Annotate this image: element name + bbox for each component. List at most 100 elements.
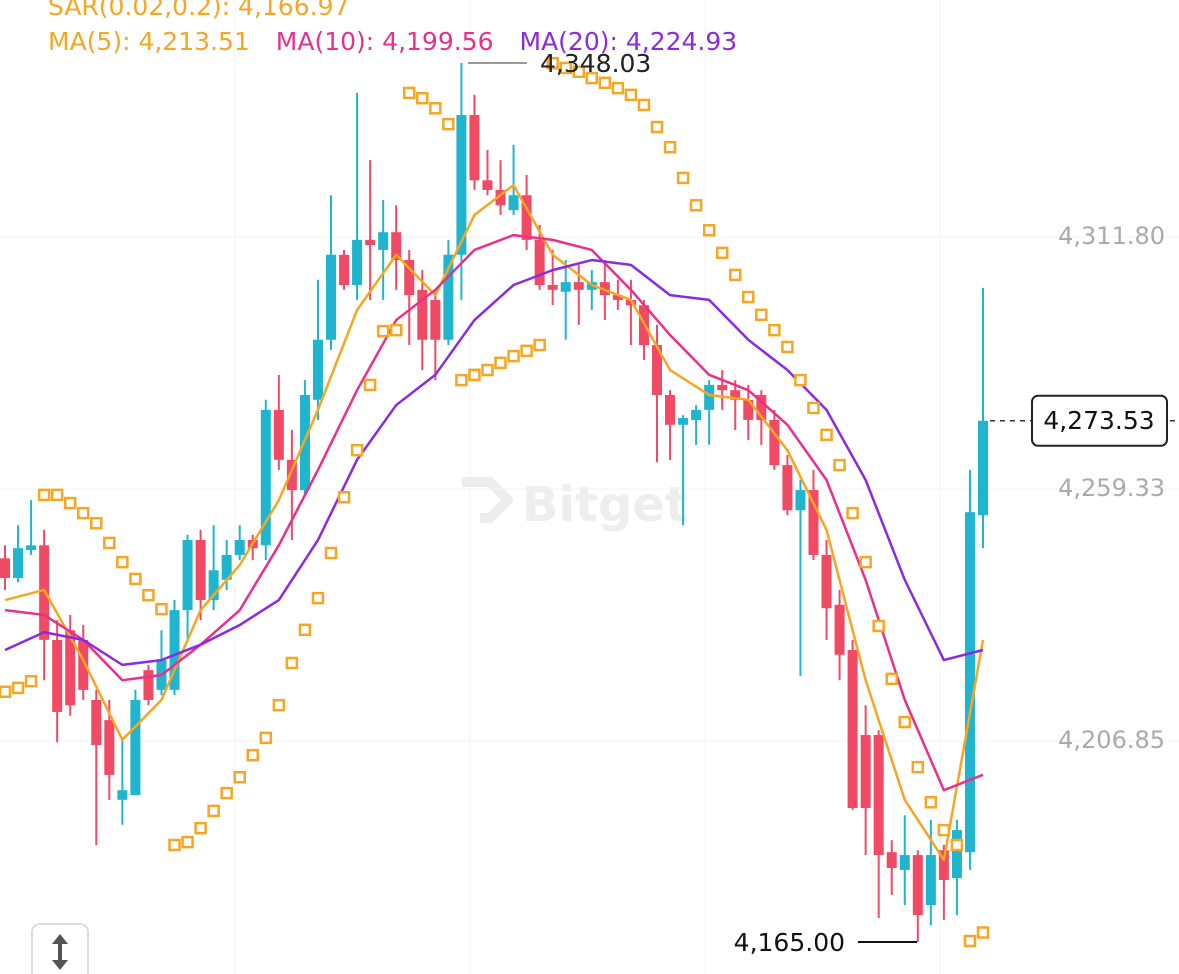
candle-body xyxy=(13,548,24,578)
candle-body xyxy=(834,604,845,655)
sar-point xyxy=(559,61,572,75)
ma-line xyxy=(4,233,984,792)
sar-point xyxy=(389,323,403,337)
candle-body xyxy=(678,418,689,425)
sar-point xyxy=(963,934,977,948)
candle-body xyxy=(169,610,180,690)
candle-body xyxy=(938,850,949,881)
candle-body xyxy=(508,195,519,211)
sar-point xyxy=(898,715,912,729)
sar-point xyxy=(468,368,481,382)
candle-body xyxy=(52,639,63,712)
candle-body xyxy=(495,189,506,206)
sar-point xyxy=(63,496,77,510)
sar-point xyxy=(181,835,194,849)
sar-point xyxy=(702,224,716,237)
ma-line xyxy=(4,258,984,667)
candle-body xyxy=(964,512,975,853)
candle-body xyxy=(417,289,428,340)
candle-body xyxy=(704,384,715,410)
sar-point xyxy=(807,401,820,415)
candle-body xyxy=(691,409,702,420)
sar-point xyxy=(350,443,364,457)
sar-point xyxy=(429,102,442,115)
candle-body xyxy=(599,282,610,296)
sar-point xyxy=(768,323,781,337)
sar-point xyxy=(50,488,64,502)
candle-body xyxy=(352,239,363,286)
sar-point xyxy=(363,378,377,392)
candle-body xyxy=(534,239,545,286)
candle-body xyxy=(860,734,871,808)
sar-point xyxy=(885,672,898,686)
last-price-label: 4,273.53 xyxy=(1043,406,1154,435)
candle-body xyxy=(456,115,467,255)
sar-point xyxy=(728,268,742,282)
candle-body xyxy=(234,540,245,555)
sar-point xyxy=(376,324,390,338)
candle-body xyxy=(26,545,37,551)
candle-body xyxy=(130,699,141,796)
candle-body xyxy=(326,254,336,340)
sar-point xyxy=(402,86,416,100)
sar-point xyxy=(142,588,155,602)
y-tick-label: 4,206.85 xyxy=(1058,726,1165,754)
sar-point xyxy=(285,656,299,670)
sar-point xyxy=(116,555,129,569)
sar-point xyxy=(298,623,312,637)
candle-body xyxy=(873,734,884,856)
y-tick-label: 4,311.80 xyxy=(1058,222,1165,250)
sar-point xyxy=(37,488,51,502)
candle-body xyxy=(91,699,102,746)
candle-body xyxy=(143,670,154,700)
sar-point xyxy=(455,373,468,387)
candle-body xyxy=(182,540,193,611)
ma-line xyxy=(4,183,985,862)
candle-body xyxy=(951,830,962,879)
sar-point xyxy=(481,363,494,377)
indicator-header: SAR(0.02,0.2): 4,166.97 xyxy=(48,0,349,21)
candle-body xyxy=(391,232,402,261)
candle-body xyxy=(469,115,480,181)
legend-entry: MA(10): 4,199.56 xyxy=(276,27,494,56)
candle-body xyxy=(65,630,76,706)
candle-body xyxy=(652,345,662,395)
candle-body xyxy=(847,649,858,808)
sar-point xyxy=(598,76,612,90)
candle-body xyxy=(521,195,532,240)
candle-body xyxy=(912,855,923,916)
candle-body xyxy=(560,282,571,292)
candle-body xyxy=(717,384,728,391)
candle-body xyxy=(39,545,50,640)
sar-point xyxy=(924,795,938,809)
sar-point xyxy=(220,786,233,800)
sar-point xyxy=(0,685,12,699)
sar-point xyxy=(233,771,246,784)
sar-point xyxy=(585,71,599,85)
candle-body xyxy=(665,394,676,425)
sar-point xyxy=(755,308,768,322)
sar-point xyxy=(24,674,38,688)
candle-body xyxy=(978,420,988,516)
sar-point xyxy=(833,458,846,472)
candle-body xyxy=(899,855,910,870)
sar-point xyxy=(103,536,116,550)
y-tick-label: 4,259.33 xyxy=(1058,474,1165,502)
legend-entry: MA(20): 4,224.93 xyxy=(520,27,738,56)
candle-body xyxy=(404,260,415,296)
candle-body xyxy=(0,558,10,578)
sar-point xyxy=(207,804,220,818)
watermark-icon xyxy=(462,477,513,523)
sar-point xyxy=(246,748,260,762)
sar-point xyxy=(442,117,455,131)
candle-body xyxy=(795,490,806,511)
sar-point xyxy=(520,344,533,358)
candle-body xyxy=(625,299,636,306)
candle-body xyxy=(339,254,350,286)
candle-body xyxy=(782,465,793,511)
sar-point xyxy=(155,602,168,616)
candle-body xyxy=(221,554,232,580)
scroll-button[interactable] xyxy=(31,923,89,974)
candle-body xyxy=(273,409,284,460)
